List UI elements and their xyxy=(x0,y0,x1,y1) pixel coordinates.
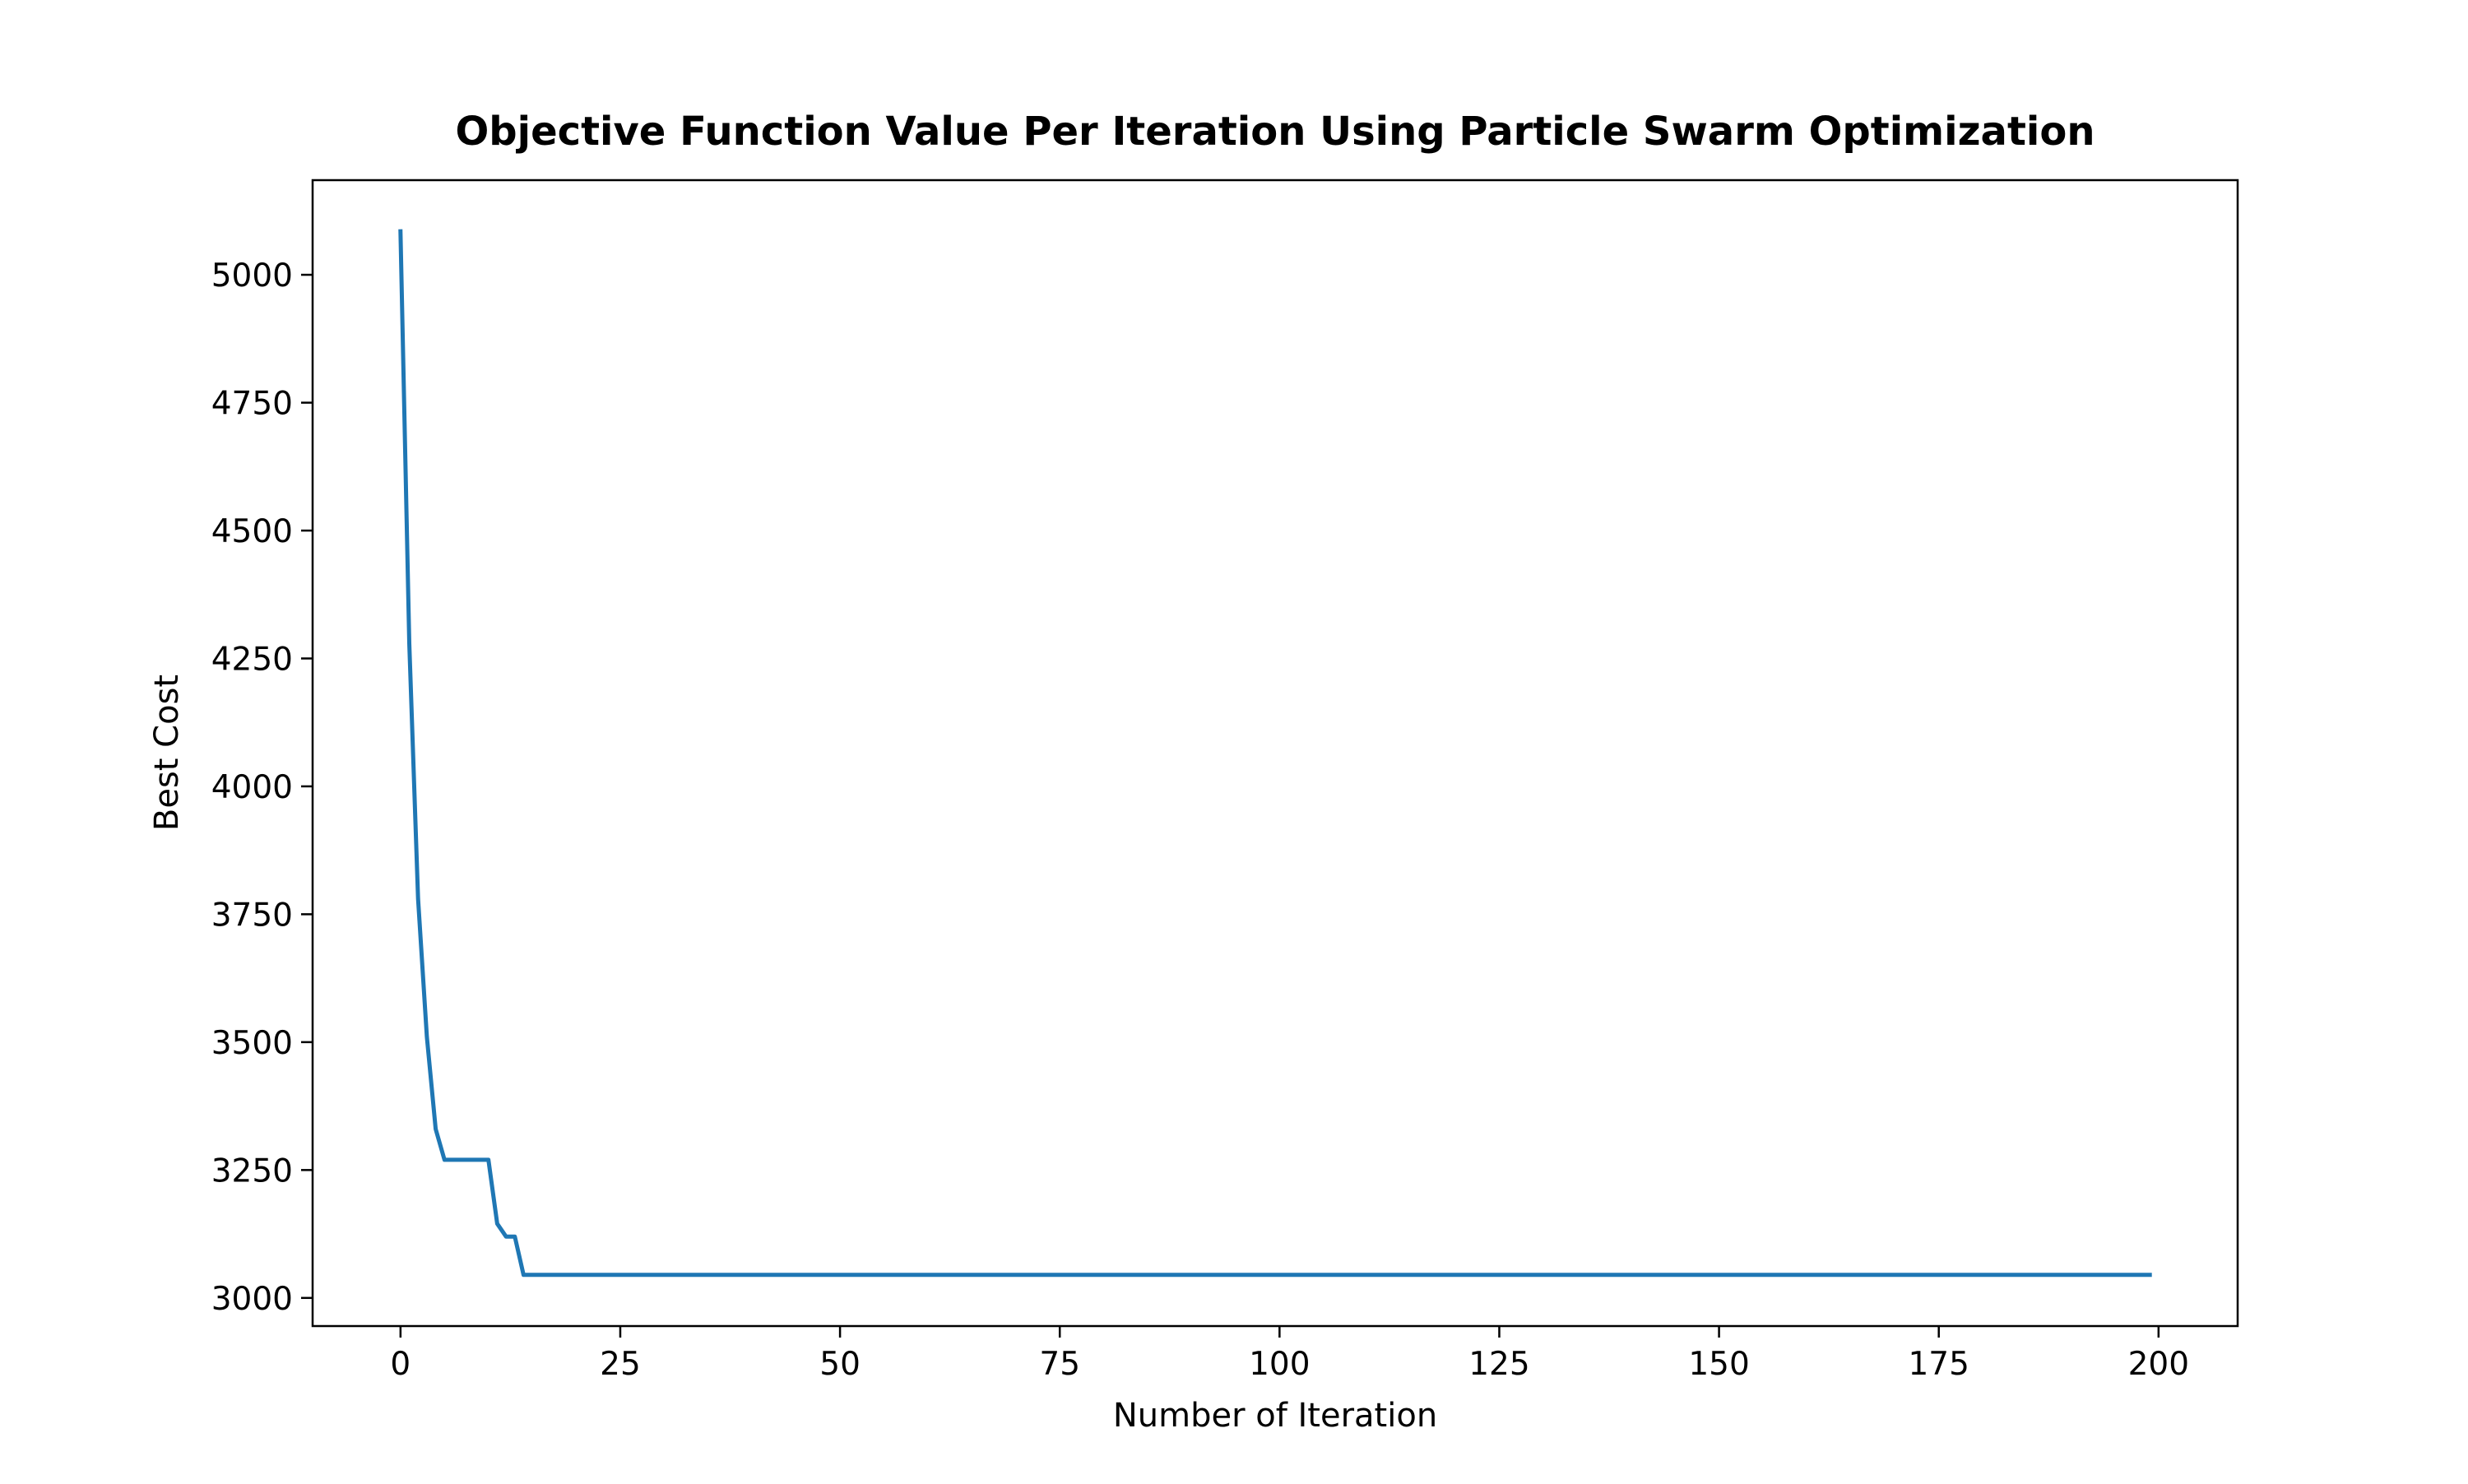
x-tick-label: 50 xyxy=(819,1346,861,1383)
x-tick-label: 125 xyxy=(1468,1346,1529,1383)
y-axis-ticks: 3000 3250 3500 3750 4000 4250 4500 4750 5000 xyxy=(211,257,313,1318)
x-tick-label: 25 xyxy=(600,1346,641,1383)
y-tick-label: 5000 xyxy=(211,257,293,294)
y-tick-label: 3000 xyxy=(211,1281,293,1318)
chart-title: Objective Function Value Per Iteration U… xyxy=(455,109,2095,155)
x-axis-ticks: 0 25 50 75 100 125 150 175 200 xyxy=(390,1326,2189,1383)
y-tick-label: 4500 xyxy=(211,513,293,550)
x-tick-label: 0 xyxy=(390,1346,411,1383)
y-tick-label: 3500 xyxy=(211,1025,293,1062)
plot-series xyxy=(398,229,2152,1278)
x-axis-label: Number of Iteration xyxy=(1113,1397,1437,1435)
best-cost-line xyxy=(398,229,2152,1278)
y-tick-label: 4750 xyxy=(211,386,293,423)
x-tick-label: 175 xyxy=(1908,1346,1969,1383)
x-tick-label: 75 xyxy=(1039,1346,1080,1383)
plot-frame xyxy=(311,179,2239,1328)
y-tick-label: 3750 xyxy=(211,897,293,934)
x-tick-label: 100 xyxy=(1249,1346,1310,1383)
y-tick-label: 3250 xyxy=(211,1152,293,1190)
y-axis-label: Best Cost xyxy=(148,675,186,831)
y-tick-label: 4000 xyxy=(211,769,293,806)
x-tick-label: 200 xyxy=(2128,1346,2189,1383)
y-tick-label: 4250 xyxy=(211,641,293,678)
x-tick-label: 150 xyxy=(1688,1346,1749,1383)
